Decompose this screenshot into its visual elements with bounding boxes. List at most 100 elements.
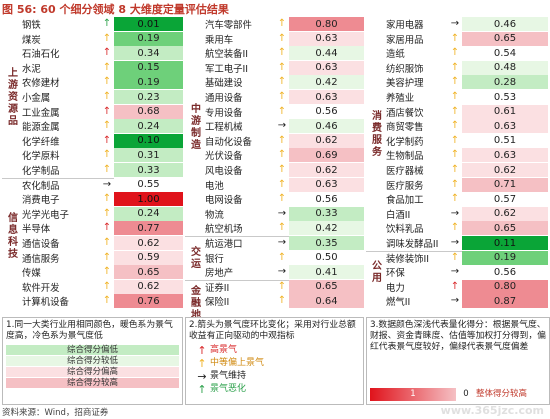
score-cell: 0.33 bbox=[289, 206, 364, 221]
industry-name: 饮料乳品 bbox=[386, 224, 424, 236]
table-row: 农化制品 → 0.55 bbox=[20, 177, 183, 192]
sector-divider bbox=[2, 177, 183, 179]
industry-name: 通用设备 bbox=[205, 93, 243, 104]
industry-name: 家用电器 bbox=[386, 20, 424, 31]
arrow-up-icon: ↑ bbox=[277, 280, 287, 292]
table-row: 家用电器 → 0.46 bbox=[384, 17, 548, 31]
note-colors: 1.同一大类行业用相同颜色，暖色系为景气度高，冷色系为景气度低 综合得分偏低 综… bbox=[2, 317, 183, 405]
table-row: 化学纤维 ↑ 0.10 bbox=[20, 133, 183, 148]
industry-name: 房地产 bbox=[205, 268, 234, 280]
scale-max: 1 bbox=[370, 388, 456, 401]
industry-name: 医疗器械 bbox=[386, 166, 424, 177]
score-cell: 0.63 bbox=[289, 31, 364, 46]
arrow-up-icon: ↑ bbox=[277, 149, 287, 161]
industry-name: 物流 bbox=[205, 209, 224, 221]
industry-name: 煤炭 bbox=[22, 34, 41, 46]
table-row: 银行 ↑ 0.50 bbox=[203, 250, 364, 265]
note-colors-text: 1.同一大类行业用相同颜色，暖色系为景气度高，冷色系为景气度低 bbox=[6, 320, 173, 341]
arrow-up-icon: ↑ bbox=[450, 178, 460, 190]
table-row: 工业金属 ↑ 0.68 bbox=[20, 104, 183, 119]
table-row: 医疗器械 ↑ 0.62 bbox=[384, 163, 548, 177]
score-cell: 0.62 bbox=[462, 163, 548, 177]
table-row: 商贸零售 ↑ 0.63 bbox=[384, 119, 548, 134]
sector-label: 交运 bbox=[188, 245, 200, 270]
score-cell: 0.62 bbox=[114, 236, 183, 250]
industry-name: 风电设备 bbox=[205, 166, 243, 177]
score-cell: 0.63 bbox=[462, 119, 548, 134]
arrow-up-icon: ↑ bbox=[102, 47, 112, 59]
score-cell: 0.48 bbox=[462, 60, 548, 75]
score-cell: 0.63 bbox=[289, 60, 364, 75]
score-cell: 0.46 bbox=[462, 17, 548, 31]
industry-name: 保险II bbox=[205, 297, 230, 309]
industry-name: 调味发酵品II bbox=[386, 239, 439, 250]
industry-name: 航运港口 bbox=[205, 239, 243, 250]
score-scale-bar: 1 0 整体得分较高 bbox=[370, 388, 546, 401]
arrow-up-icon: ↑ bbox=[277, 193, 287, 205]
industry-name: 食品加工 bbox=[386, 195, 424, 207]
legend-band-low: 综合得分偏低 bbox=[6, 345, 179, 355]
sector-label: 中游制造 bbox=[188, 102, 200, 151]
arrow-up-icon: ↑ bbox=[102, 251, 112, 263]
arrow-right-icon: → bbox=[277, 237, 287, 248]
arrow-up-icon: ↑ bbox=[277, 47, 287, 59]
industry-name: 装修装饰II bbox=[386, 253, 430, 265]
arrow-up-icon: ↑ bbox=[450, 32, 460, 44]
score-cell: 0.34 bbox=[114, 46, 183, 61]
score-cell: 0.24 bbox=[114, 206, 183, 221]
arrow-up-icon: ↑ bbox=[277, 295, 287, 307]
table-row: 通信服务 ↑ 0.59 bbox=[20, 250, 183, 265]
industry-name: 纺织服饰 bbox=[386, 63, 424, 75]
score-cell: 0.44 bbox=[289, 46, 364, 61]
industry-name: 化学原料 bbox=[22, 151, 60, 163]
legend-arrow-right: → 景气维持 bbox=[197, 370, 247, 383]
score-cell: 0.10 bbox=[114, 133, 183, 148]
table-row: 酒店餐饮 ↑ 0.61 bbox=[384, 104, 548, 119]
arrow-right-icon: → bbox=[450, 295, 460, 307]
industry-name: 软件开发 bbox=[22, 282, 60, 294]
table-row: 养殖业 ↑ 0.53 bbox=[384, 90, 548, 104]
table-row: 煤炭 ↑ 0.19 bbox=[20, 31, 183, 46]
table-row: 专用设备 ↑ 0.56 bbox=[203, 104, 364, 119]
score-cell: 0.64 bbox=[289, 294, 364, 309]
arrow-up-icon: ↑ bbox=[277, 76, 287, 88]
arrow-right-icon: → bbox=[450, 207, 460, 219]
arrow-up-icon: ↑ bbox=[450, 251, 460, 263]
table-row: 保险II ↑ 0.64 bbox=[203, 294, 364, 309]
score-cell: 0.87 bbox=[462, 294, 548, 309]
arrow-up-icon: ↑ bbox=[102, 295, 112, 307]
arrow-up-icon: ↑ bbox=[450, 134, 460, 146]
score-cell: 1.00 bbox=[114, 192, 183, 207]
table-row: 计算机设备 ↑ 0.76 bbox=[20, 294, 183, 309]
score-cell: 0.65 bbox=[462, 221, 548, 236]
arrow-up-icon: ↑ bbox=[277, 178, 287, 190]
arrow-up-icon: ↑ bbox=[102, 61, 112, 73]
table-row: 食品加工 ↑ 0.57 bbox=[384, 192, 548, 207]
industry-name: 乘用车 bbox=[205, 34, 234, 46]
industry-name: 养殖业 bbox=[386, 93, 415, 104]
arrow-up-icon: ↑ bbox=[277, 222, 287, 234]
industry-name: 燃气II bbox=[386, 297, 411, 309]
industry-name: 光学光电子 bbox=[22, 209, 69, 221]
industry-name: 石油石化 bbox=[22, 49, 60, 61]
score-cell: 0.55 bbox=[114, 177, 183, 192]
arrow-right-icon: → bbox=[277, 207, 287, 219]
score-cell: 0.19 bbox=[114, 75, 183, 90]
industry-name: 光伏设备 bbox=[205, 151, 243, 163]
industry-name: 专用设备 bbox=[205, 107, 243, 119]
arrow-up-icon: ↑ bbox=[450, 120, 460, 132]
table-row: 纺织服饰 ↑ 0.48 bbox=[384, 60, 548, 75]
score-cell: 0.42 bbox=[289, 221, 364, 236]
score-cell: 0.54 bbox=[462, 46, 548, 61]
arrow-up-icon: ↑ bbox=[277, 18, 287, 29]
industry-name: 航空装备II bbox=[205, 49, 249, 61]
industry-name: 工业金属 bbox=[22, 107, 60, 119]
legend-band-high: 综合得分偏高 bbox=[6, 367, 179, 377]
table-row: 白酒II → 0.62 bbox=[384, 206, 548, 221]
industry-name: 小金属 bbox=[22, 93, 51, 104]
arrow-up-icon: ↑ bbox=[102, 134, 112, 146]
table-row: 燃气II → 0.87 bbox=[384, 294, 548, 309]
table-row: 能源金属 ↑ 0.24 bbox=[20, 119, 183, 134]
score-cell: 0.65 bbox=[114, 265, 183, 280]
industry-name: 工程机械 bbox=[205, 122, 243, 134]
